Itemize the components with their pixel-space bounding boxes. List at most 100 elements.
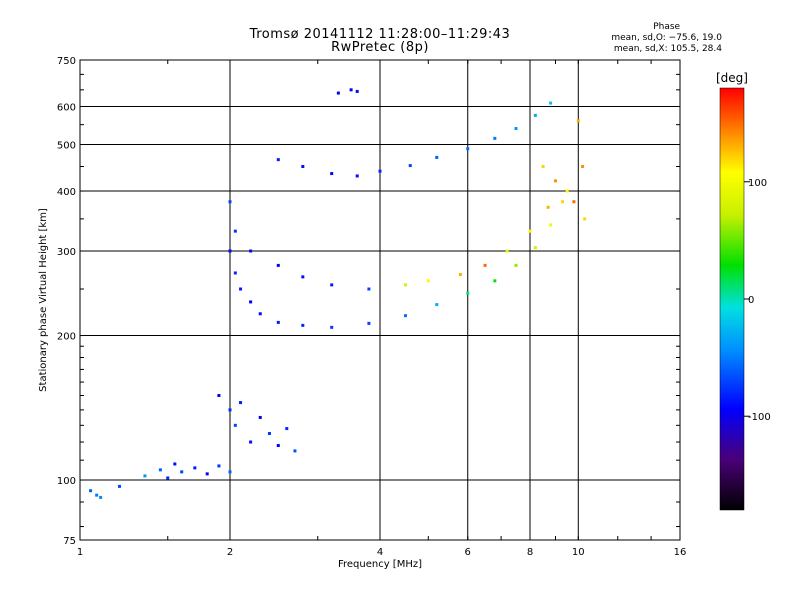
- data-point: [553, 179, 557, 183]
- x-tick-label: 6: [465, 547, 471, 558]
- y-tick-label: 300: [57, 247, 76, 258]
- y-tick-labels: 75 100 200 300 400 500 600 750: [57, 56, 680, 547]
- x-tick-label: 2: [227, 547, 233, 558]
- data-point: [533, 246, 537, 250]
- y-tick-label: 750: [57, 56, 76, 67]
- data-point: [355, 89, 359, 93]
- data-point: [249, 249, 253, 253]
- x-tick-label: 16: [674, 547, 687, 558]
- colorbar-tick-label: -100: [748, 412, 771, 423]
- x-tick-label: 1: [77, 547, 83, 558]
- data-point: [228, 408, 232, 412]
- data-point: [546, 205, 550, 209]
- data-point: [330, 283, 334, 287]
- phase-x-stats: mean, sd,X: 105.5, 28.4: [613, 44, 722, 54]
- data-point: [336, 91, 340, 95]
- data-point: [514, 263, 518, 267]
- data-point: [493, 279, 497, 283]
- phase-summary: Phase mean, sd,O: −75.6, 19.0 mean, sd,X…: [611, 22, 722, 55]
- data-point: [158, 468, 162, 472]
- data-point: [193, 466, 197, 470]
- data-point: [466, 147, 470, 151]
- data-point: [228, 470, 232, 474]
- data-point: [239, 287, 243, 291]
- data-point: [330, 172, 334, 176]
- data-point: [378, 169, 382, 173]
- x-tick-label: 10: [572, 547, 585, 558]
- data-point: [217, 394, 221, 398]
- data-point: [572, 200, 576, 204]
- data-point: [267, 432, 271, 436]
- y-tick-label: 600: [57, 103, 76, 114]
- x-tick-labels: 1 2 4 6 8 10 16: [77, 60, 687, 558]
- data-point: [528, 229, 532, 233]
- data-point: [583, 217, 587, 221]
- y-tick-label: 500: [57, 141, 76, 152]
- data-point: [355, 174, 359, 178]
- data-point: [173, 462, 177, 466]
- data-point: [89, 489, 93, 493]
- y-axis-label: Stationary phase Virtual Height [km]: [38, 208, 49, 392]
- data-point: [117, 484, 121, 488]
- data-point: [285, 427, 289, 431]
- data-point: [233, 271, 237, 275]
- data-points: [89, 88, 587, 499]
- data-point: [514, 126, 518, 130]
- data-point: [217, 464, 221, 468]
- data-point: [426, 279, 430, 283]
- data-point: [276, 263, 280, 267]
- data-point: [581, 164, 585, 168]
- data-point: [349, 88, 353, 92]
- colorbar: [deg]: [716, 71, 748, 511]
- data-point: [301, 164, 305, 168]
- y-tick-label: 75: [63, 536, 76, 547]
- data-point: [143, 474, 147, 478]
- data-point: [301, 275, 305, 279]
- data-point: [228, 249, 232, 253]
- data-point: [239, 401, 243, 405]
- data-point: [458, 273, 462, 277]
- data-point: [180, 470, 184, 474]
- data-point: [576, 119, 580, 123]
- data-point: [258, 312, 262, 316]
- colorbar-gradient: [719, 87, 745, 511]
- phase-title: Phase: [653, 22, 681, 32]
- data-point: [408, 164, 412, 168]
- data-point: [403, 314, 407, 318]
- data-point: [493, 136, 497, 140]
- data-point: [258, 415, 262, 419]
- colorbar-label: [deg]: [716, 71, 748, 85]
- data-point: [565, 189, 569, 193]
- data-point: [330, 325, 334, 329]
- colorbar-tick-label: 100: [748, 178, 767, 189]
- data-point: [367, 321, 371, 325]
- data-point: [276, 158, 280, 162]
- data-point: [549, 223, 553, 227]
- colorbar-ticks: 100 0 -100: [744, 178, 771, 423]
- data-point: [403, 283, 407, 287]
- data-point: [293, 449, 297, 453]
- data-point: [466, 291, 470, 295]
- y-tick-label: 400: [57, 187, 76, 198]
- data-point: [233, 229, 237, 233]
- data-point: [435, 155, 439, 159]
- phase-o-stats: mean, sd,O: −75.6, 19.0: [611, 33, 722, 43]
- data-point: [301, 323, 305, 327]
- chart-title: Tromsø 20141112 11:28:00–11:29:43: [249, 27, 511, 42]
- data-point: [549, 101, 553, 105]
- x-tick-label: 4: [377, 547, 383, 558]
- y-tick-label: 200: [57, 332, 76, 343]
- data-point: [276, 320, 280, 324]
- data-point: [561, 200, 565, 204]
- colorbar-tick-label: 0: [748, 295, 754, 306]
- data-point: [166, 476, 170, 480]
- data-point: [533, 113, 537, 117]
- y-tick-label: 100: [57, 476, 76, 487]
- x-tick-label: 8: [527, 547, 533, 558]
- data-point: [249, 440, 253, 444]
- data-point: [276, 444, 280, 448]
- data-point: [233, 423, 237, 427]
- data-point: [541, 164, 545, 168]
- data-point: [435, 303, 439, 307]
